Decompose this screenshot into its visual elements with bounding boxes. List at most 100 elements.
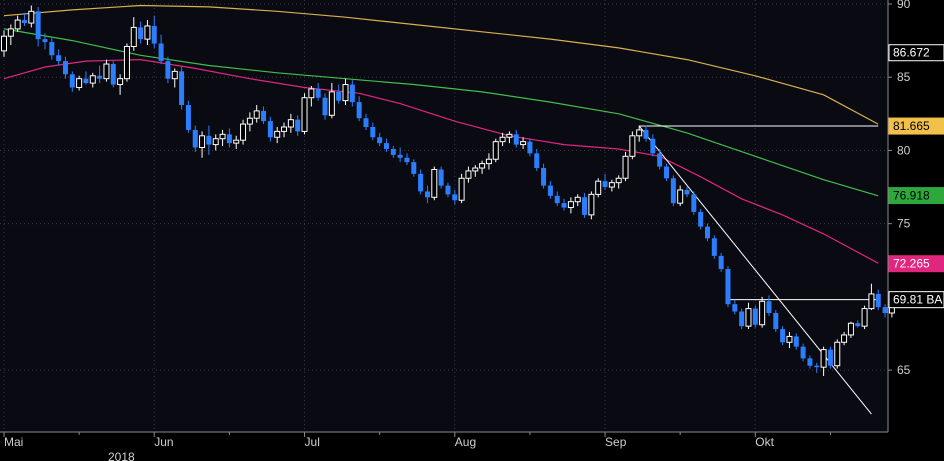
candle-body [814, 365, 820, 368]
value-tag-box [888, 255, 944, 273]
moving-averages [3, 4, 879, 264]
x-tick-label: Sep [605, 435, 627, 449]
y-tick-label: 65 [897, 363, 911, 377]
candle-body [541, 168, 547, 186]
candle-body [615, 177, 622, 184]
value-tag-box [888, 187, 944, 205]
candle-body [363, 118, 369, 128]
candle-body [431, 168, 438, 198]
candle-body [397, 154, 403, 158]
candle-body [745, 308, 752, 327]
candle-body [267, 121, 273, 138]
candle-body [117, 78, 124, 86]
candle-body [452, 194, 458, 201]
candle-body [62, 61, 68, 75]
candle-body [807, 358, 813, 366]
candle-body [499, 136, 506, 143]
value-tag-box [888, 44, 944, 62]
candle-body [739, 311, 745, 327]
candle-body [554, 195, 560, 204]
candle-body [800, 346, 806, 359]
candle-body [281, 126, 288, 132]
trend-line [638, 125, 872, 415]
candle-body [602, 181, 608, 188]
candle-body [301, 97, 308, 132]
candle-body [574, 196, 581, 203]
x-tick-label: Jun [154, 435, 173, 449]
value-tag-box [888, 291, 944, 309]
candle-body [76, 78, 83, 88]
candle-body [786, 335, 793, 343]
candle-body [123, 45, 130, 80]
candle-body [465, 170, 472, 179]
x-tick-label: Aug [455, 435, 476, 449]
candle-body [377, 137, 383, 144]
candle-body [342, 84, 349, 102]
candle-body [547, 185, 553, 196]
x-axis-ticks: Mai Jun Jul Aug Sep Okt [3, 432, 831, 449]
candle-body [608, 182, 615, 188]
x-tick-label: Okt [755, 435, 774, 449]
candle-body [21, 20, 27, 24]
candle-body [847, 322, 854, 336]
candle-body [219, 133, 226, 140]
x-tick-label: Jul [305, 435, 320, 449]
candle-body [492, 141, 499, 160]
candle-body [438, 169, 444, 186]
candle-body [732, 304, 738, 312]
candle-body [165, 61, 171, 79]
candle-body [588, 193, 595, 216]
value-tag-label: 81.665 [893, 119, 930, 133]
candle-body [582, 197, 588, 215]
candle-body [287, 119, 294, 128]
y-tick-label: 90 [897, 0, 911, 11]
candle-body [595, 180, 602, 195]
candle-body [226, 134, 232, 144]
candle-body [650, 138, 656, 154]
value-tag-label: 69.81 BA [893, 293, 942, 307]
candle-body [704, 226, 710, 239]
candle-body [567, 201, 574, 209]
candle-body [206, 135, 212, 145]
x-tick-label: Mai [4, 435, 23, 449]
candle-body [261, 110, 267, 122]
candle-body [643, 129, 649, 139]
candle-body [472, 167, 479, 172]
candle-body [192, 129, 198, 148]
candle-body [882, 307, 888, 313]
candle-body [534, 153, 540, 169]
candle-body [622, 155, 629, 179]
trend-lines [638, 125, 879, 415]
candle-body [404, 157, 410, 163]
candle-body [698, 211, 704, 227]
candle-body [445, 185, 451, 195]
candle-body [520, 141, 527, 146]
candle-body [171, 70, 178, 80]
candle-body [827, 349, 833, 366]
moving-average-line [3, 58, 879, 264]
candle-body [424, 191, 430, 198]
candle-body [711, 238, 717, 256]
candle-body [370, 127, 376, 138]
candle-body [506, 133, 513, 138]
candle-body [199, 135, 206, 149]
candle-body [390, 148, 396, 155]
candle-body [97, 75, 103, 79]
candle-body [657, 153, 663, 167]
candle-body [411, 162, 417, 174]
candle-body [83, 78, 89, 84]
moving-average-line [3, 28, 879, 197]
candle-body [664, 166, 670, 179]
candles [1, 5, 909, 376]
candle-body [793, 336, 799, 347]
candle-body [56, 55, 62, 62]
candle-body [766, 301, 772, 313]
candle-body [35, 11, 41, 40]
candle-body [212, 138, 219, 146]
candle-body [315, 88, 321, 98]
value-tag-label: 76.918 [893, 189, 930, 203]
moving-average-line [3, 4, 879, 125]
candle-body [130, 26, 137, 47]
candle-body [1, 35, 7, 52]
